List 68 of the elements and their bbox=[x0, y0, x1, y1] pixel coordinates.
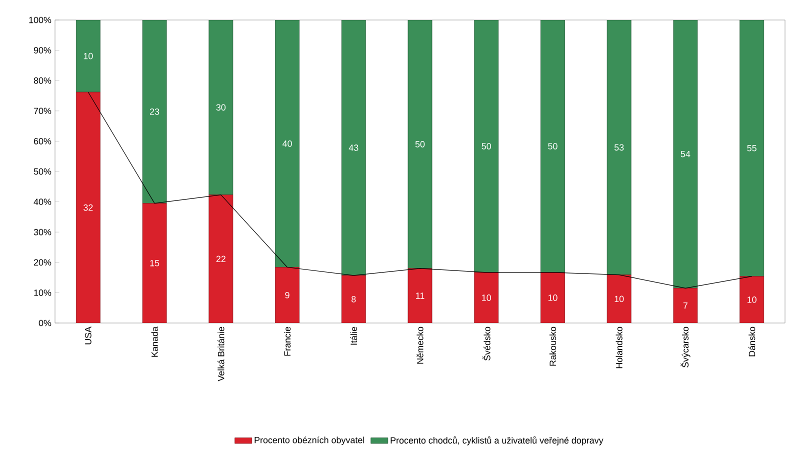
bar bbox=[208, 194, 234, 323]
x-tick-label: Kanada bbox=[151, 326, 158, 357]
bar bbox=[540, 272, 565, 323]
annotation: 53 bbox=[614, 144, 624, 151]
legend-label: Procento obézních obyvatel bbox=[254, 436, 364, 446]
bar bbox=[142, 20, 167, 204]
bar bbox=[740, 276, 764, 323]
x-tick-label: Holandsko bbox=[616, 326, 622, 368]
annotation: 50 bbox=[548, 143, 558, 150]
annotation: 55 bbox=[747, 145, 756, 152]
bar bbox=[474, 20, 499, 273]
bar bbox=[275, 267, 300, 323]
annotation: 54 bbox=[680, 150, 690, 158]
annotation: 7 bbox=[683, 302, 688, 309]
bar bbox=[76, 92, 100, 323]
annotation: 30 bbox=[216, 104, 226, 111]
bar bbox=[606, 20, 632, 276]
x-tick-label: Dánsko bbox=[748, 326, 756, 356]
bar bbox=[341, 20, 366, 276]
annotation: 40 bbox=[282, 140, 292, 147]
y-tick-label: 70% bbox=[34, 108, 52, 114]
x-tick-label: Švédsko bbox=[482, 326, 490, 361]
annotation: 23 bbox=[150, 108, 160, 115]
annotation: 15 bbox=[150, 260, 160, 266]
y-tick-label: 80% bbox=[34, 77, 52, 84]
annotation: 10 bbox=[748, 296, 756, 303]
bar bbox=[341, 275, 366, 323]
bar bbox=[540, 20, 565, 273]
annotation: 10 bbox=[84, 52, 93, 60]
x-tick-label: Německo bbox=[416, 326, 424, 364]
bar bbox=[76, 20, 100, 92]
annotation: 50 bbox=[482, 143, 492, 150]
legend-label: Procento chodců, cyklistů a uživatelů veřejné dopravy bbox=[390, 436, 604, 446]
y-tick-label: 100% bbox=[29, 16, 52, 24]
bar bbox=[208, 20, 234, 196]
bar bbox=[142, 203, 167, 323]
annotation: 10 bbox=[548, 294, 558, 301]
annotation: 10 bbox=[614, 296, 624, 302]
annotation: 43 bbox=[348, 144, 358, 151]
y-tick-label: 90% bbox=[34, 47, 52, 54]
bar bbox=[474, 272, 499, 323]
y-tick-label: 40% bbox=[34, 198, 52, 205]
x-tick-label: USA bbox=[85, 326, 92, 344]
annotation: 10 bbox=[482, 294, 492, 301]
x-tick-label: Rakousko bbox=[549, 326, 556, 366]
bar bbox=[740, 20, 764, 277]
bar bbox=[673, 288, 698, 323]
y-tick-label: 30% bbox=[34, 228, 52, 236]
annotation: 8 bbox=[352, 296, 356, 302]
bar bbox=[606, 274, 632, 323]
x-tick-label: Velká Británie bbox=[218, 326, 224, 382]
y-tick-label: 10% bbox=[34, 290, 52, 296]
annotation: 11 bbox=[416, 292, 424, 299]
bar bbox=[275, 20, 300, 268]
annotation: 9 bbox=[285, 292, 290, 298]
bar bbox=[408, 268, 432, 323]
annotation: 32 bbox=[84, 204, 93, 211]
y-tick-label: 60% bbox=[34, 138, 52, 144]
y-tick-label: 0% bbox=[38, 320, 52, 326]
x-tick-label: Švýcarsko bbox=[680, 326, 690, 368]
y-tick-label: 50% bbox=[34, 168, 52, 175]
bar bbox=[408, 20, 432, 269]
annotation: 22 bbox=[216, 256, 226, 262]
annotation: 50 bbox=[415, 141, 425, 148]
bar bbox=[673, 20, 698, 288]
x-tick-label: Itálie bbox=[350, 326, 357, 345]
y-tick-label: 20% bbox=[34, 259, 52, 266]
x-tick-label: Francie bbox=[284, 326, 291, 356]
